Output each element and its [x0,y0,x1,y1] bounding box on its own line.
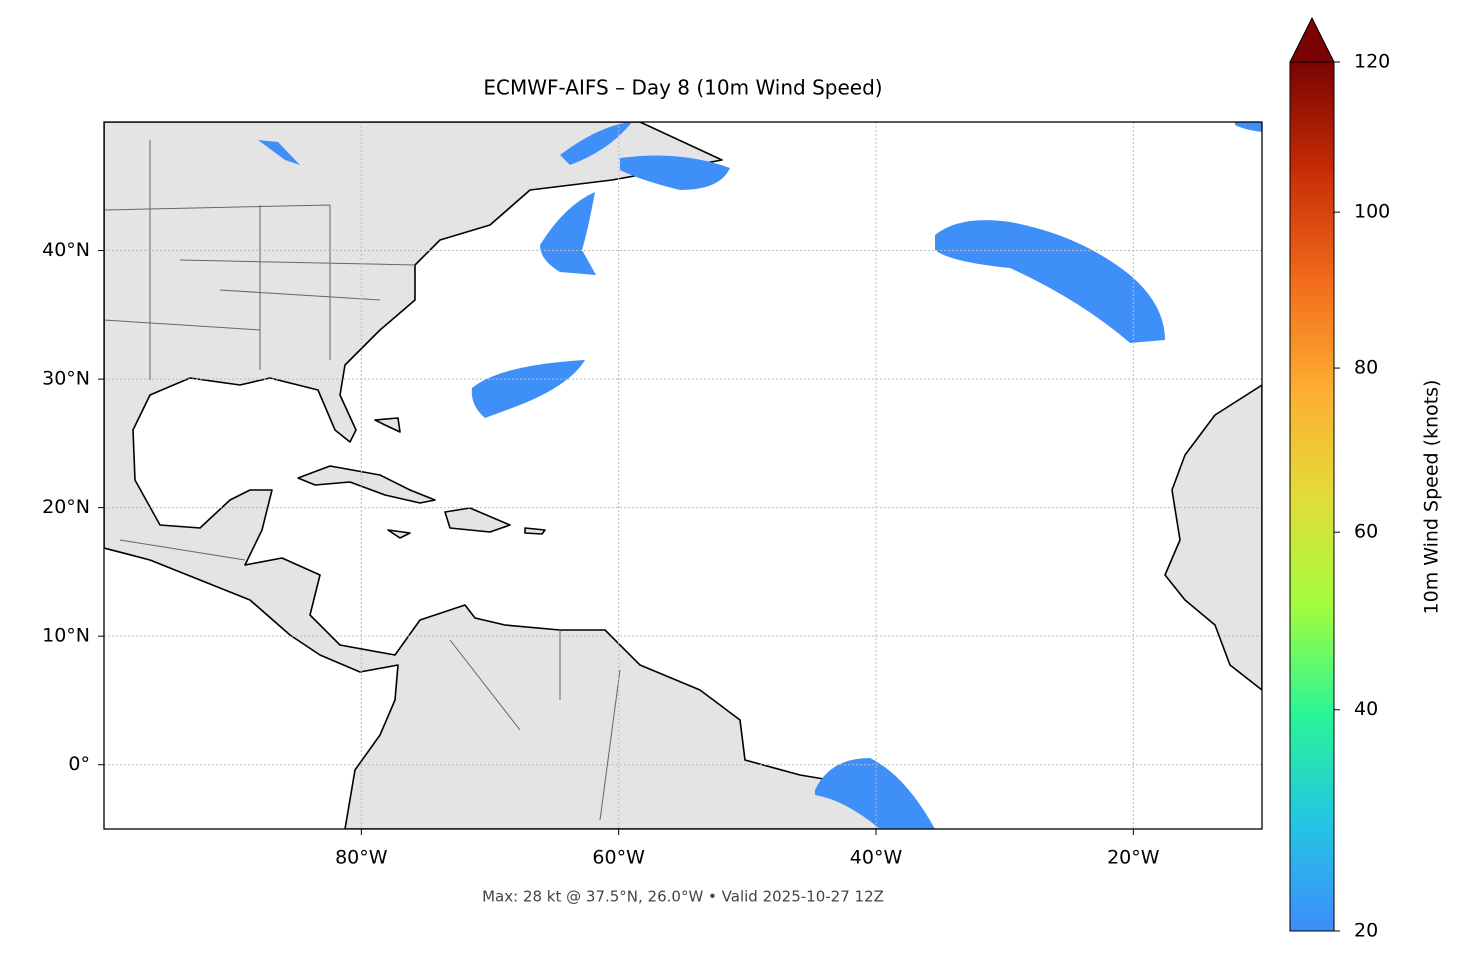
y-tick-label: 40°N [42,239,90,261]
state-borders [104,140,621,821]
hispaniola [444,507,511,533]
wind-area [540,192,596,275]
y-tick-label: 30°N [42,368,90,390]
x-tick-label: 20°W [1107,847,1160,869]
wind-area [815,758,935,829]
y-tick-label: 20°N [42,496,90,518]
colorbar-tick-label: 100 [1354,201,1390,223]
colorbar-tick-label: 60 [1354,521,1378,543]
y-tick-label: 10°N [42,625,90,647]
jamaica [387,529,411,539]
colorbar-tick-label: 20 [1354,920,1378,942]
cuba [297,465,436,504]
africa [1164,384,1262,691]
map-frame [103,121,1263,830]
x-tick-label: 40°W [850,847,903,869]
colorbar [1289,61,1335,932]
bahamas [374,417,401,433]
map-layers [104,122,1262,829]
x-tick-label: 60°W [592,847,645,869]
colorbar-label: 10m Wind Speed (knots) [1421,380,1443,615]
grid [104,122,1262,829]
wind-area [560,122,730,190]
americas [104,122,931,829]
wind-area [471,360,585,418]
colorbar-tick-label: 40 [1354,698,1378,720]
colorbar-extend [1289,16,1335,63]
x-tick-label: 80°W [335,847,388,869]
annotation: Max: 28 kt @ 37.5°N, 26.0°W • Valid 2025… [482,888,884,906]
chart-title: ECMWF-AIFS – Day 8 (10m Wind Speed) [483,76,882,100]
colorbar-tick-label: 80 [1354,357,1378,379]
puerto-rico [524,527,546,535]
y-tick-label: 0° [68,753,90,775]
colorbar-tick-label: 120 [1354,51,1390,73]
